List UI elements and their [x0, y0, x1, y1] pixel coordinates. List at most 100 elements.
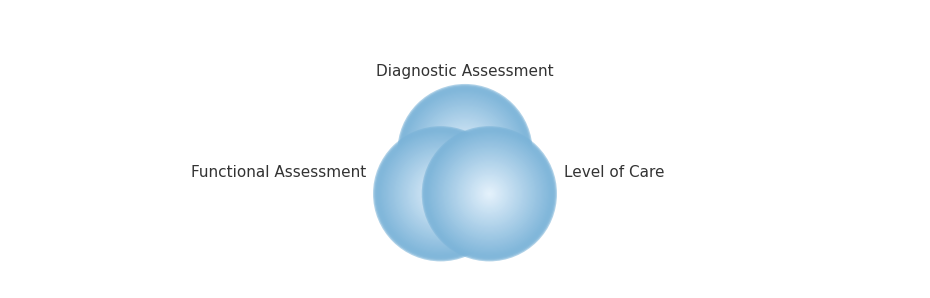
- Circle shape: [431, 184, 451, 204]
- Circle shape: [421, 108, 509, 195]
- Circle shape: [374, 127, 507, 260]
- Circle shape: [456, 160, 524, 228]
- Circle shape: [402, 89, 528, 215]
- Circle shape: [405, 158, 477, 230]
- Circle shape: [425, 130, 553, 258]
- Circle shape: [426, 131, 552, 257]
- Circle shape: [389, 142, 493, 246]
- Circle shape: [443, 129, 487, 174]
- Circle shape: [429, 133, 551, 254]
- Circle shape: [430, 134, 549, 254]
- Circle shape: [445, 132, 485, 171]
- Circle shape: [398, 151, 484, 237]
- Circle shape: [446, 151, 532, 237]
- Circle shape: [384, 137, 497, 250]
- Circle shape: [373, 126, 509, 261]
- Circle shape: [414, 167, 468, 221]
- Text: Functional Assessment: Functional Assessment: [191, 165, 366, 180]
- Circle shape: [413, 100, 517, 204]
- Circle shape: [473, 178, 505, 209]
- Circle shape: [421, 126, 557, 261]
- Circle shape: [404, 156, 478, 231]
- Circle shape: [430, 182, 452, 205]
- Circle shape: [463, 149, 467, 154]
- Circle shape: [442, 128, 488, 175]
- Circle shape: [428, 132, 551, 256]
- Circle shape: [486, 190, 493, 197]
- Circle shape: [459, 146, 471, 157]
- Circle shape: [472, 177, 506, 211]
- Circle shape: [408, 95, 522, 208]
- Circle shape: [422, 176, 458, 212]
- Circle shape: [440, 193, 442, 195]
- Circle shape: [411, 164, 470, 223]
- Circle shape: [418, 105, 512, 198]
- Circle shape: [455, 159, 525, 229]
- Circle shape: [422, 109, 508, 194]
- Circle shape: [394, 148, 487, 240]
- Circle shape: [461, 166, 517, 222]
- Circle shape: [449, 136, 481, 167]
- Circle shape: [395, 149, 485, 239]
- Circle shape: [434, 187, 447, 201]
- Circle shape: [433, 120, 497, 183]
- Circle shape: [426, 179, 456, 208]
- Circle shape: [430, 117, 500, 187]
- Circle shape: [429, 116, 501, 188]
- Circle shape: [391, 144, 490, 243]
- Circle shape: [397, 150, 485, 238]
- Circle shape: [458, 163, 520, 224]
- Circle shape: [488, 193, 490, 195]
- Circle shape: [414, 101, 516, 202]
- Circle shape: [469, 173, 510, 214]
- Circle shape: [397, 84, 533, 219]
- Circle shape: [439, 126, 491, 178]
- Circle shape: [424, 111, 506, 192]
- Circle shape: [435, 122, 495, 181]
- Circle shape: [411, 97, 519, 206]
- Circle shape: [438, 125, 492, 179]
- Circle shape: [427, 180, 454, 207]
- Circle shape: [388, 141, 494, 247]
- Circle shape: [378, 131, 504, 257]
- Circle shape: [417, 170, 464, 218]
- Circle shape: [448, 135, 482, 168]
- Circle shape: [390, 143, 491, 244]
- Circle shape: [440, 144, 539, 243]
- Circle shape: [434, 139, 545, 249]
- Circle shape: [403, 90, 527, 214]
- Circle shape: [434, 121, 496, 182]
- Circle shape: [416, 169, 465, 218]
- Circle shape: [453, 139, 477, 164]
- Circle shape: [443, 148, 536, 240]
- Circle shape: [428, 114, 502, 189]
- Circle shape: [431, 135, 548, 252]
- Circle shape: [426, 112, 504, 191]
- Circle shape: [432, 118, 498, 185]
- Circle shape: [405, 92, 525, 211]
- Circle shape: [410, 96, 520, 207]
- Circle shape: [483, 187, 496, 201]
- Circle shape: [432, 136, 547, 251]
- Circle shape: [460, 147, 470, 156]
- Circle shape: [474, 179, 504, 208]
- Circle shape: [445, 149, 535, 239]
- Circle shape: [442, 146, 537, 241]
- Circle shape: [466, 170, 513, 218]
- Circle shape: [385, 139, 496, 249]
- Circle shape: [441, 145, 538, 242]
- Circle shape: [417, 103, 513, 200]
- Circle shape: [456, 142, 474, 161]
- Circle shape: [413, 166, 469, 222]
- Circle shape: [477, 181, 502, 206]
- Circle shape: [467, 171, 512, 216]
- Circle shape: [479, 184, 499, 204]
- Circle shape: [439, 143, 540, 244]
- Circle shape: [415, 168, 467, 220]
- Circle shape: [405, 159, 475, 229]
- Circle shape: [478, 182, 500, 205]
- Circle shape: [424, 177, 458, 211]
- Circle shape: [381, 134, 500, 254]
- Circle shape: [458, 145, 472, 158]
- Circle shape: [435, 140, 543, 248]
